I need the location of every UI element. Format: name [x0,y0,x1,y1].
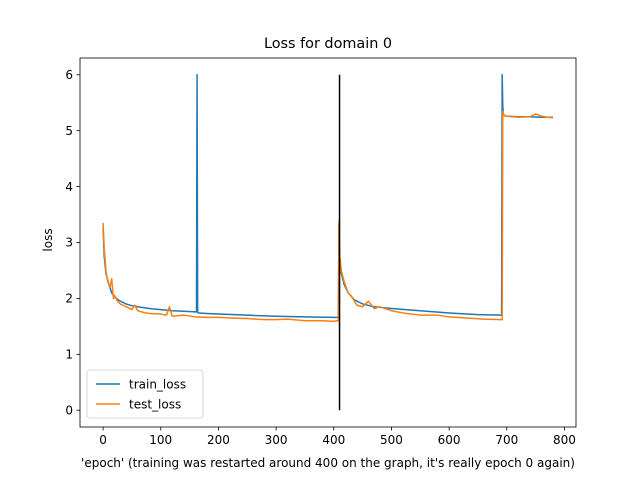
legend: train_loss test_loss [86,369,204,419]
x-tick-label: 800 [553,433,576,447]
x-tick-label: 500 [380,433,403,447]
x-tick-label: 0 [99,433,107,447]
x-tick-label: 100 [149,433,172,447]
plot-area [102,74,554,411]
series-line-test_loss [102,110,554,323]
y-tick-label: 5 [65,124,73,138]
x-tick-label: 600 [438,433,461,447]
x-tick-label: 200 [207,433,230,447]
y-tick-label: 3 [65,236,73,250]
x-axis: 0 100 200 300 400 500 600 700 800 [99,427,576,447]
x-tick-label: 700 [495,433,518,447]
legend-label-test_loss: test_loss [129,397,181,411]
x-axis-label: 'epoch' (training was restarted around 4… [81,456,575,470]
y-tick-label: 2 [65,292,73,306]
y-tick-label: 6 [65,68,73,82]
series-line-train_loss [102,74,553,319]
y-tick-label: 0 [65,403,73,417]
x-tick-label: 300 [265,433,288,447]
y-axis-label: loss [41,228,55,251]
chart-title: Loss for domain 0 [264,36,392,52]
x-tick-label: 400 [322,433,345,447]
legend-label-train_loss: train_loss [129,377,186,391]
legend-box [86,369,204,419]
y-tick-label: 4 [65,180,73,194]
y-axis: 0 1 2 3 4 5 6 [65,68,80,417]
y-tick-label: 1 [65,348,73,362]
